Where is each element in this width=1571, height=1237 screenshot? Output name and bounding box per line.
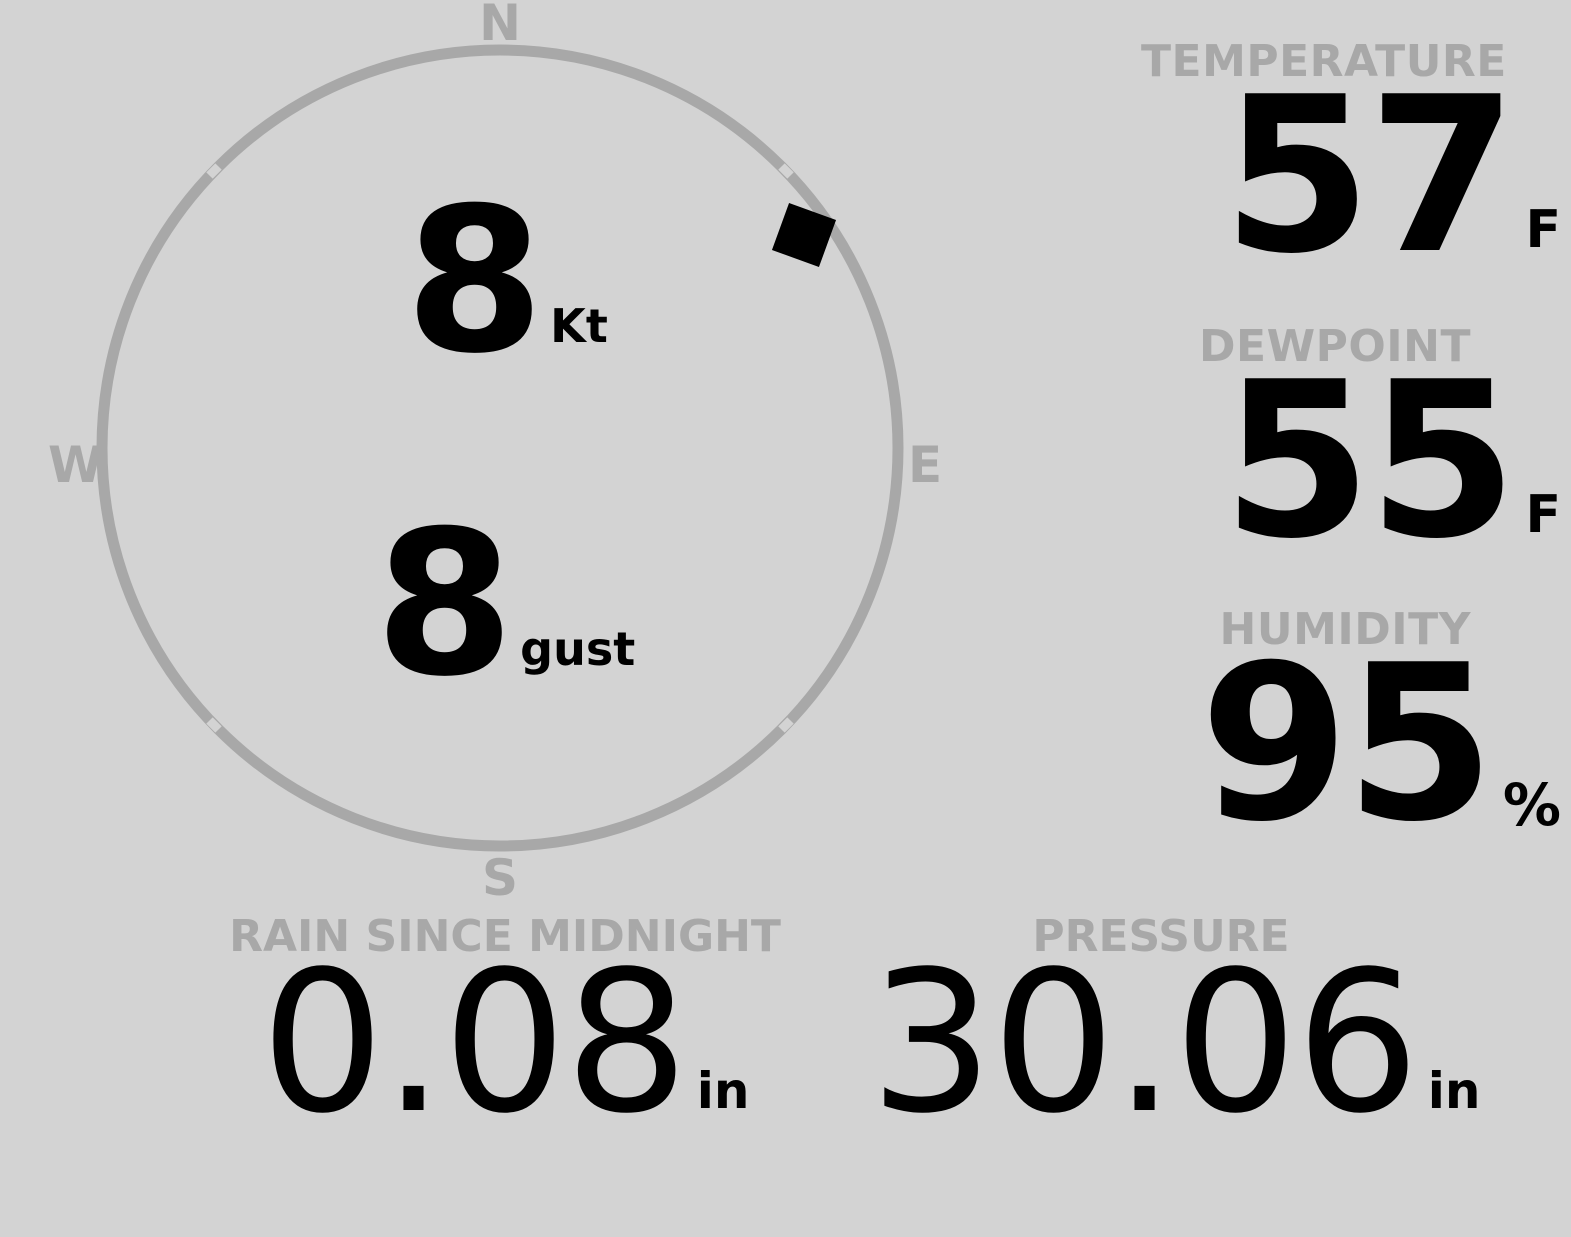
wind-speed-value: 8 <box>405 165 544 398</box>
compass-tick-ne <box>778 163 794 179</box>
metric-humidity-label: HUMIDITY <box>1219 604 1471 655</box>
metric-dewpoint: DEWPOINT 55 F <box>1141 321 1561 586</box>
metric-rain-value: 0.08 <box>260 929 689 1157</box>
wind-gust-unit: gust <box>520 622 636 676</box>
metric-temperature-label: TEMPERATURE <box>1141 36 1507 87</box>
compass-label-north: N <box>479 0 521 52</box>
compass-tick-sw <box>206 717 222 733</box>
wind-gust-readout: 8 gust <box>375 488 636 721</box>
compass-ring-graphic <box>96 44 904 852</box>
compass-label-west: W <box>48 436 104 494</box>
wind-speed-readout: 8 Kt <box>405 165 608 398</box>
compass-label-south: S <box>481 849 518 907</box>
metric-temperature: TEMPERATURE 57 F <box>1141 36 1561 301</box>
metric-pressure-label: PRESSURE <box>1032 911 1290 963</box>
wind-compass-dial[interactable]: N S W E 8 Kt 8 gust <box>0 0 1000 910</box>
metric-pressure-value: 30.06 <box>869 929 1420 1157</box>
compass-ring-circle <box>96 44 904 852</box>
compass-tick-group <box>206 163 794 733</box>
metric-rain-unit: in <box>696 1062 750 1120</box>
metric-humidity-unit: % <box>1502 771 1561 840</box>
compass-tick-nw <box>206 163 222 179</box>
metric-temperature-value: 57 <box>1222 50 1517 301</box>
metric-pressure-value-row: 30.06 in <box>830 929 1520 1157</box>
metric-dewpoint-value-row: 55 F <box>1141 335 1561 586</box>
wind-direction-marker[interactable] <box>771 202 837 268</box>
metric-humidity-value: 95 <box>1199 618 1495 869</box>
wind-speed-unit: Kt <box>550 299 608 353</box>
metric-temperature-value-row: 57 F <box>1141 50 1561 301</box>
metric-pressure-unit: in <box>1427 1062 1481 1120</box>
compass-tick-se <box>778 717 794 733</box>
metric-rain-label: RAIN SINCE MIDNIGHT <box>229 911 781 963</box>
metric-temperature-unit: F <box>1525 200 1561 261</box>
metric-dewpoint-label: DEWPOINT <box>1199 321 1471 372</box>
metric-pressure: PRESSURE 30.06 in <box>830 911 1520 1157</box>
metric-humidity-value-row: 95 % <box>1141 618 1561 869</box>
metric-rain-since-midnight: RAIN SINCE MIDNIGHT 0.08 in <box>210 911 800 1157</box>
metric-rain-value-row: 0.08 in <box>210 929 800 1157</box>
wind-gust-value: 8 <box>375 488 514 721</box>
metric-dewpoint-value: 55 <box>1222 335 1517 586</box>
metric-humidity: HUMIDITY 95 % <box>1141 604 1561 869</box>
compass-label-east: E <box>908 436 943 494</box>
metric-dewpoint-unit: F <box>1525 485 1561 546</box>
